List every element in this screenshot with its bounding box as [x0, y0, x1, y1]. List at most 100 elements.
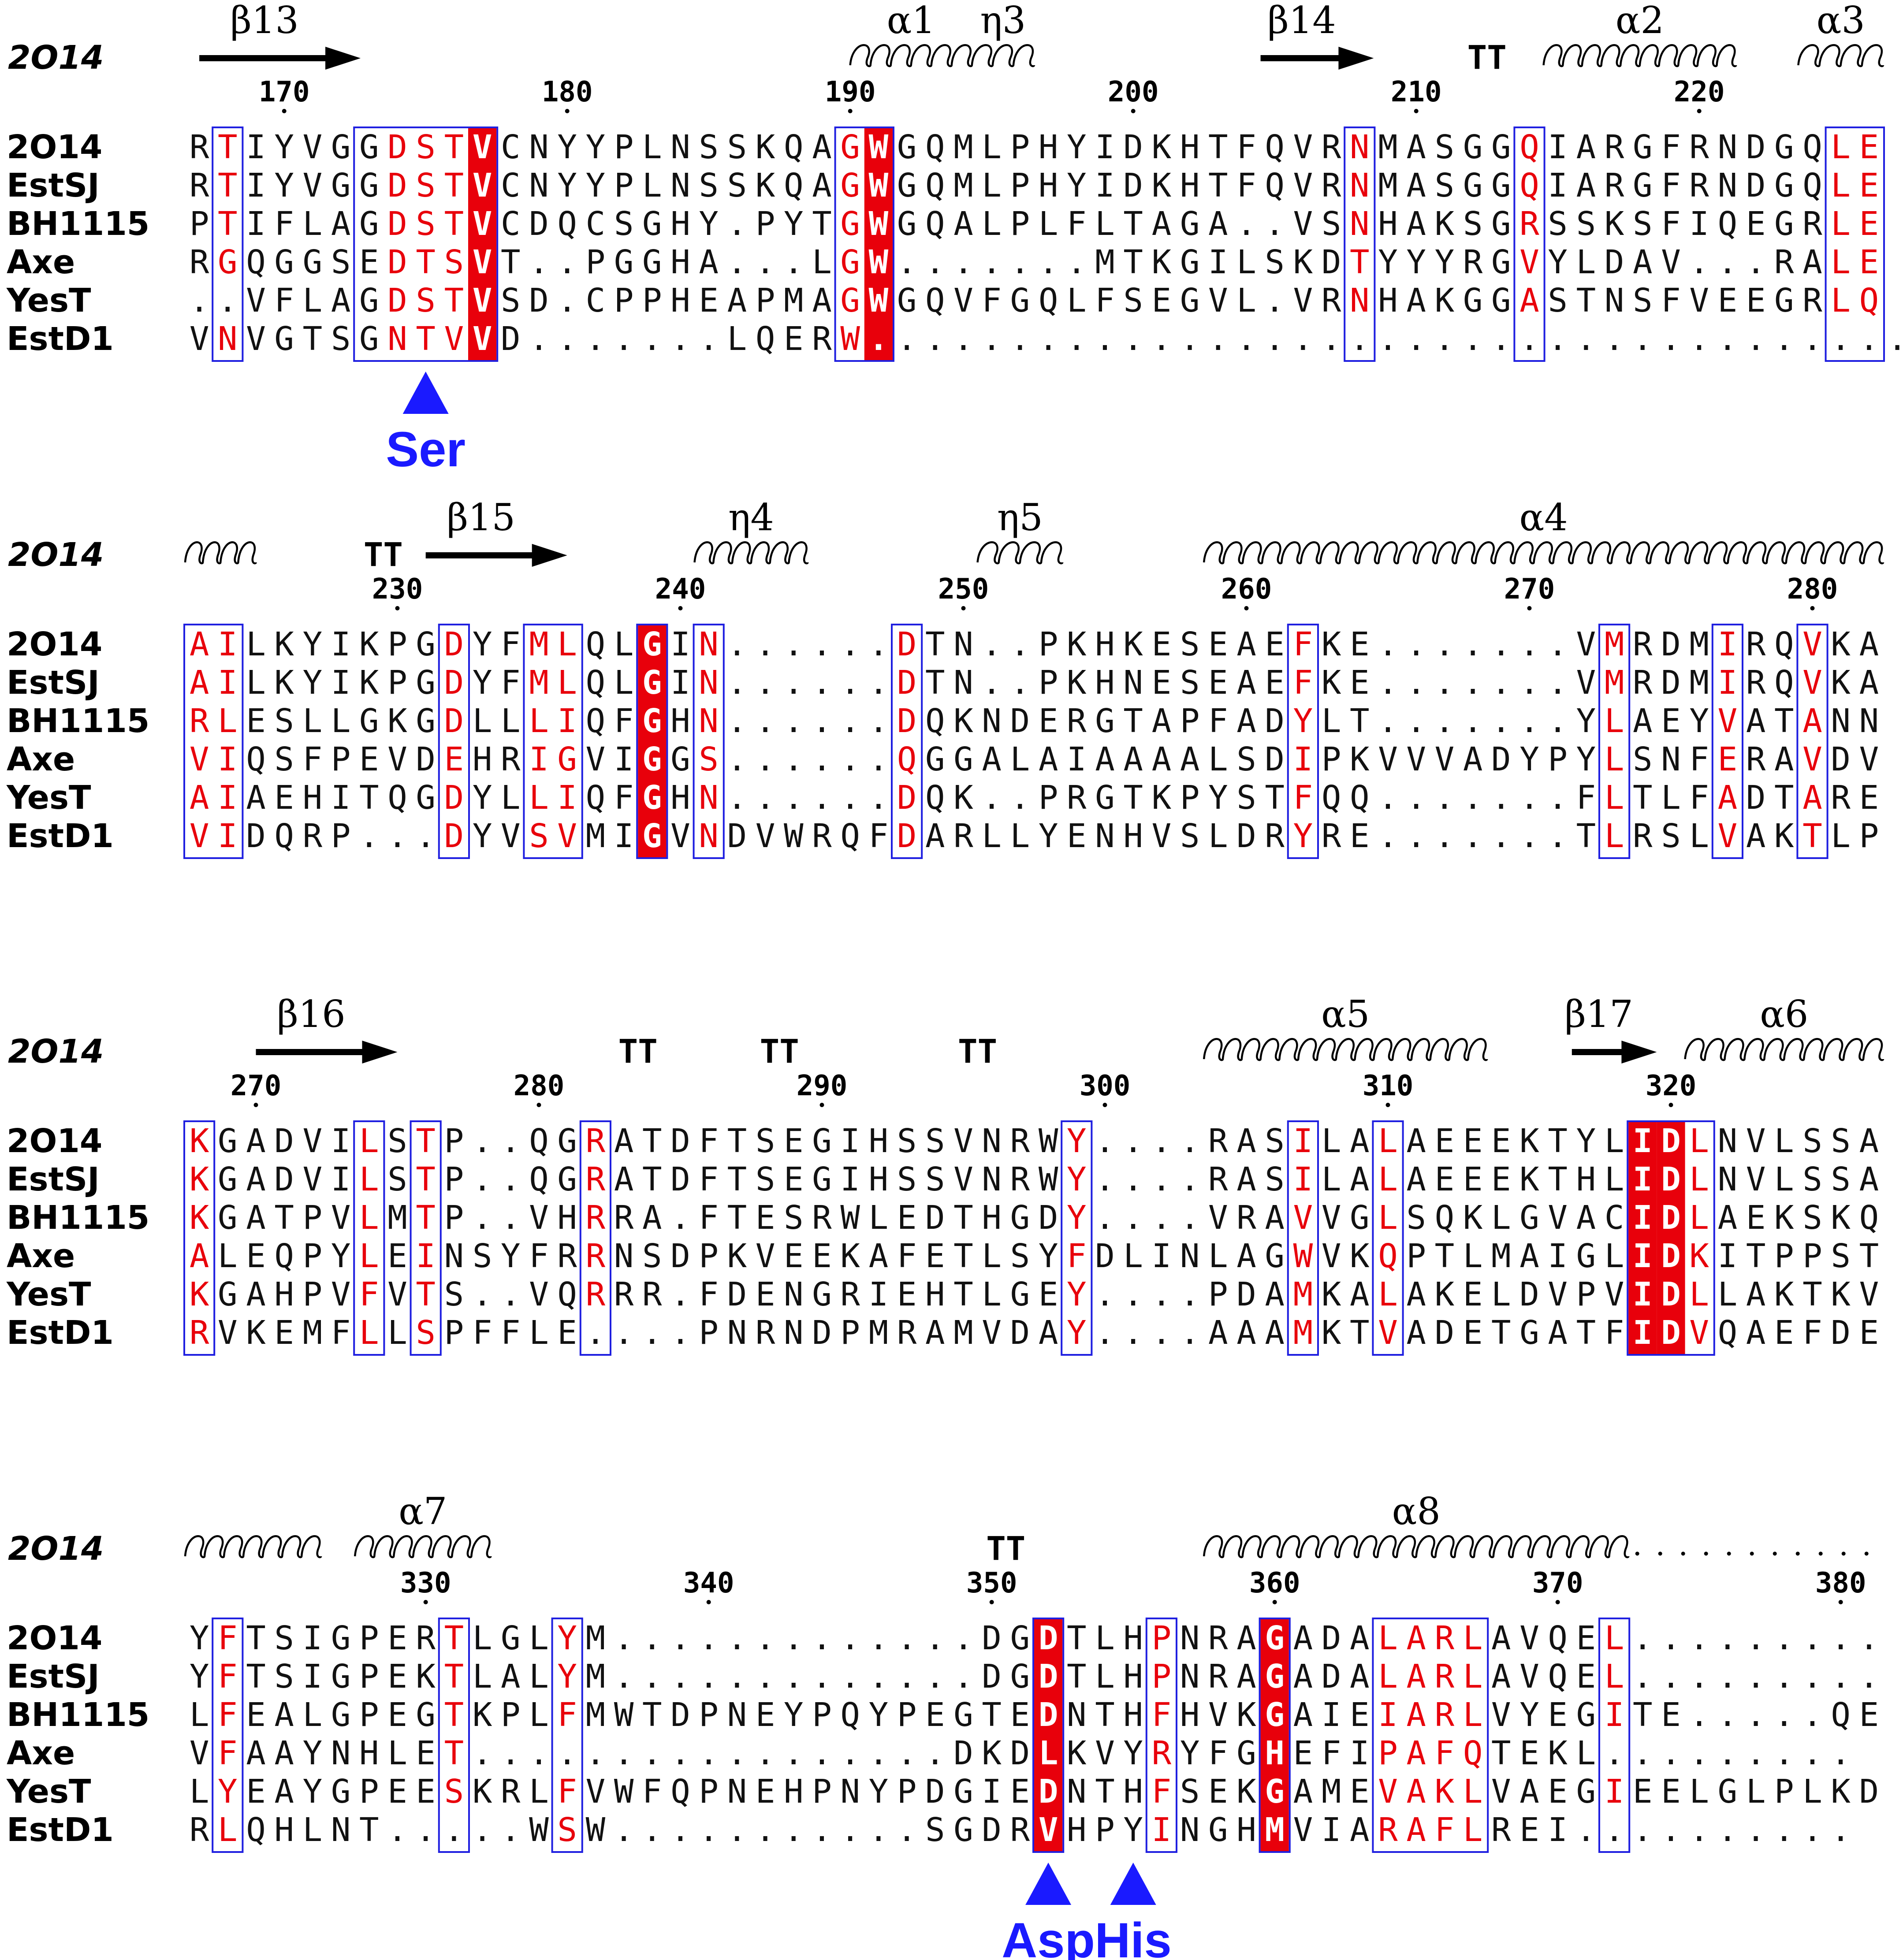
- residue: S: [331, 243, 351, 281]
- residue: .: [727, 625, 747, 663]
- residue: W: [1039, 1160, 1058, 1198]
- residue: A: [331, 282, 351, 320]
- residue: .: [1265, 205, 1285, 243]
- residue: S: [416, 167, 436, 205]
- residue: D: [274, 1122, 294, 1160]
- helix-label: α3: [1817, 0, 1865, 42]
- residue: .: [756, 1811, 775, 1849]
- residue: S: [1633, 282, 1653, 320]
- residue: A: [1350, 1811, 1370, 1849]
- residue-number: 270: [231, 1070, 282, 1102]
- sequence-name: EstSJ: [7, 664, 100, 702]
- residue: A: [246, 1276, 266, 1313]
- residue: T: [1802, 1276, 1822, 1313]
- residue: L: [1095, 205, 1115, 243]
- residue: D: [1039, 1619, 1058, 1657]
- helix: η3: [971, 0, 1035, 67]
- residue: G: [925, 740, 945, 778]
- residue: L: [246, 625, 266, 663]
- residue: R: [501, 740, 521, 778]
- residue: F: [218, 1619, 238, 1657]
- residue: T: [246, 1619, 266, 1657]
- residue: Q: [1548, 1619, 1568, 1657]
- residue: K: [1831, 1199, 1851, 1237]
- residue: L: [982, 1276, 1002, 1313]
- residue: .: [812, 1658, 832, 1696]
- residue: Y: [699, 205, 719, 243]
- residue: .: [756, 1619, 775, 1657]
- residue: P: [1039, 779, 1058, 817]
- residue: P: [331, 740, 351, 778]
- residue: F: [274, 205, 294, 243]
- turn-label: TT: [364, 536, 403, 574]
- residue: P: [1010, 205, 1030, 243]
- residue: L: [982, 167, 1002, 205]
- residue: G: [416, 702, 436, 740]
- ruler-dot: [423, 1600, 428, 1604]
- residue: Y: [1576, 702, 1596, 740]
- sequence-name: EstSJ: [7, 167, 100, 205]
- residue: .: [840, 625, 860, 663]
- residue: A: [1491, 1658, 1511, 1696]
- residue: G: [953, 1773, 973, 1811]
- residue: .: [1859, 1658, 1879, 1696]
- sequence-name: Axe: [7, 243, 75, 281]
- residue: D: [274, 1160, 294, 1198]
- residue: .: [1519, 702, 1539, 740]
- sequence-row: YesT K G A H P V F V T S.. V Q R R R. F D E N G R I E H T L G E Y....…: [6, 1276, 1879, 1313]
- ruler-dot: [1838, 1600, 1843, 1604]
- similarity-box: [1513, 126, 1545, 362]
- residue: A: [1633, 702, 1653, 740]
- residue: Y: [869, 1696, 889, 1734]
- residue: F: [699, 1122, 719, 1160]
- residue: E: [1152, 664, 1172, 702]
- residue: G: [1491, 128, 1511, 166]
- residue: Q: [1463, 1734, 1483, 1772]
- residue: E: [387, 1237, 407, 1275]
- residue: Q: [784, 167, 804, 205]
- residue: .: [1633, 320, 1653, 358]
- residue: D: [1039, 1696, 1058, 1734]
- strict-identity-column: [1260, 1619, 1289, 1851]
- sequence-row: YesT A I A E H I T Q G D Y L L I Q F G H N...... D Q K.. P R G T K P…: [6, 779, 1879, 817]
- residue: P: [642, 282, 662, 320]
- residue: T: [1208, 167, 1228, 205]
- residue: A: [1208, 1314, 1228, 1352]
- helix: η4: [693, 496, 809, 565]
- similarity-box: [1032, 1618, 1065, 1853]
- residue: P: [1010, 167, 1030, 205]
- residue: N: [982, 702, 1002, 740]
- residue: .: [699, 1619, 719, 1657]
- residue: Q: [925, 282, 945, 320]
- residue: A: [1406, 1734, 1426, 1772]
- residue: .: [1123, 1314, 1143, 1352]
- similarity-box: [1711, 624, 1744, 859]
- residue: T: [444, 1696, 464, 1734]
- helix-coil: [971, 44, 1035, 67]
- residue: R: [303, 817, 323, 855]
- residue: V: [473, 167, 492, 205]
- residue: T: [812, 205, 832, 243]
- residue: T: [1123, 702, 1143, 740]
- residue: .: [1491, 779, 1511, 817]
- residue: E: [1152, 282, 1172, 320]
- residue: G: [331, 1658, 351, 1696]
- residue-number: 270: [1504, 573, 1555, 606]
- residue: .: [925, 243, 945, 281]
- residue: K: [1236, 1696, 1256, 1734]
- residue: A: [1406, 167, 1426, 205]
- residue: V: [387, 1276, 407, 1313]
- residue: .: [473, 1734, 492, 1772]
- residue: S: [1802, 1160, 1822, 1198]
- residue: S: [1236, 779, 1256, 817]
- residue: M: [1293, 1314, 1313, 1352]
- residue: I: [416, 1237, 436, 1275]
- residue: Q: [1350, 779, 1370, 817]
- residue: T: [727, 1160, 747, 1198]
- residue: V: [1293, 128, 1313, 166]
- residue: S: [699, 740, 719, 778]
- residue: V: [529, 1199, 549, 1237]
- residue: .: [1718, 320, 1738, 358]
- residue: A: [982, 740, 1002, 778]
- strand-label: β14: [1267, 0, 1336, 42]
